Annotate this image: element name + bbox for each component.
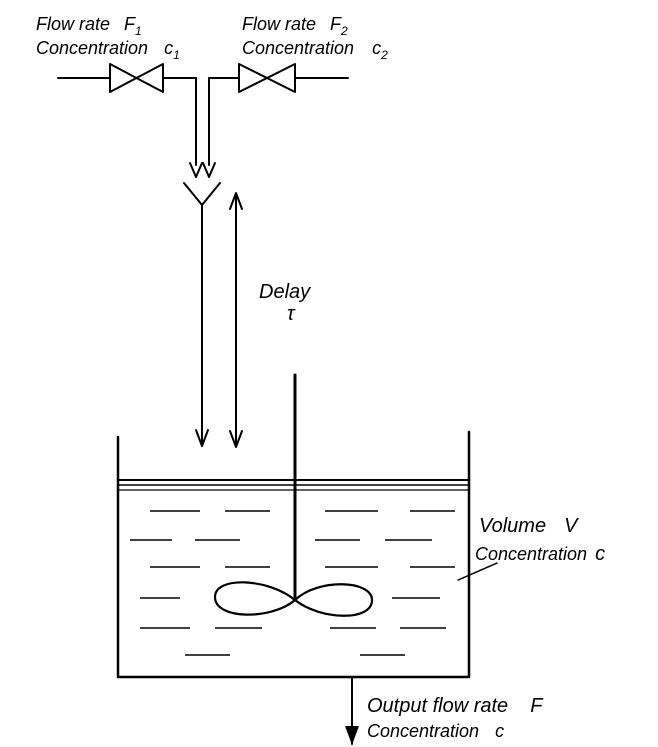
inlet-2-concentration-label: Concentration c2	[242, 38, 388, 62]
inlet-2-pipe	[202, 77, 349, 178]
outlet-concentration-label: Concentration c	[367, 721, 504, 741]
concentration-leader-line	[457, 562, 498, 581]
delay-label: Delay	[259, 281, 311, 303]
inlet-2-flow-label: Flow rate F2	[242, 14, 348, 38]
outlet-pipe	[345, 676, 359, 745]
inlet-1-pipe	[57, 77, 203, 178]
outlet-flow-label: Output flow rate F	[367, 695, 544, 717]
stirrer-impeller	[213, 581, 374, 617]
inlet-1-concentration-label: Concentration c1	[36, 38, 180, 62]
merge-junction	[183, 182, 221, 447]
tank-volume-label: Volume V	[479, 515, 579, 537]
inlet-1-valve	[109, 63, 164, 93]
delay-symbol: τ	[287, 303, 296, 325]
inlet-2-valve	[238, 63, 296, 93]
outlet-arrowhead	[345, 726, 359, 745]
tank-concentration-label: Concentration c	[475, 543, 605, 565]
liquid-surface-dashes	[130, 510, 455, 656]
delay-arrow	[229, 192, 243, 448]
inlet-1-flow-label: Flow rate F1	[36, 14, 142, 38]
